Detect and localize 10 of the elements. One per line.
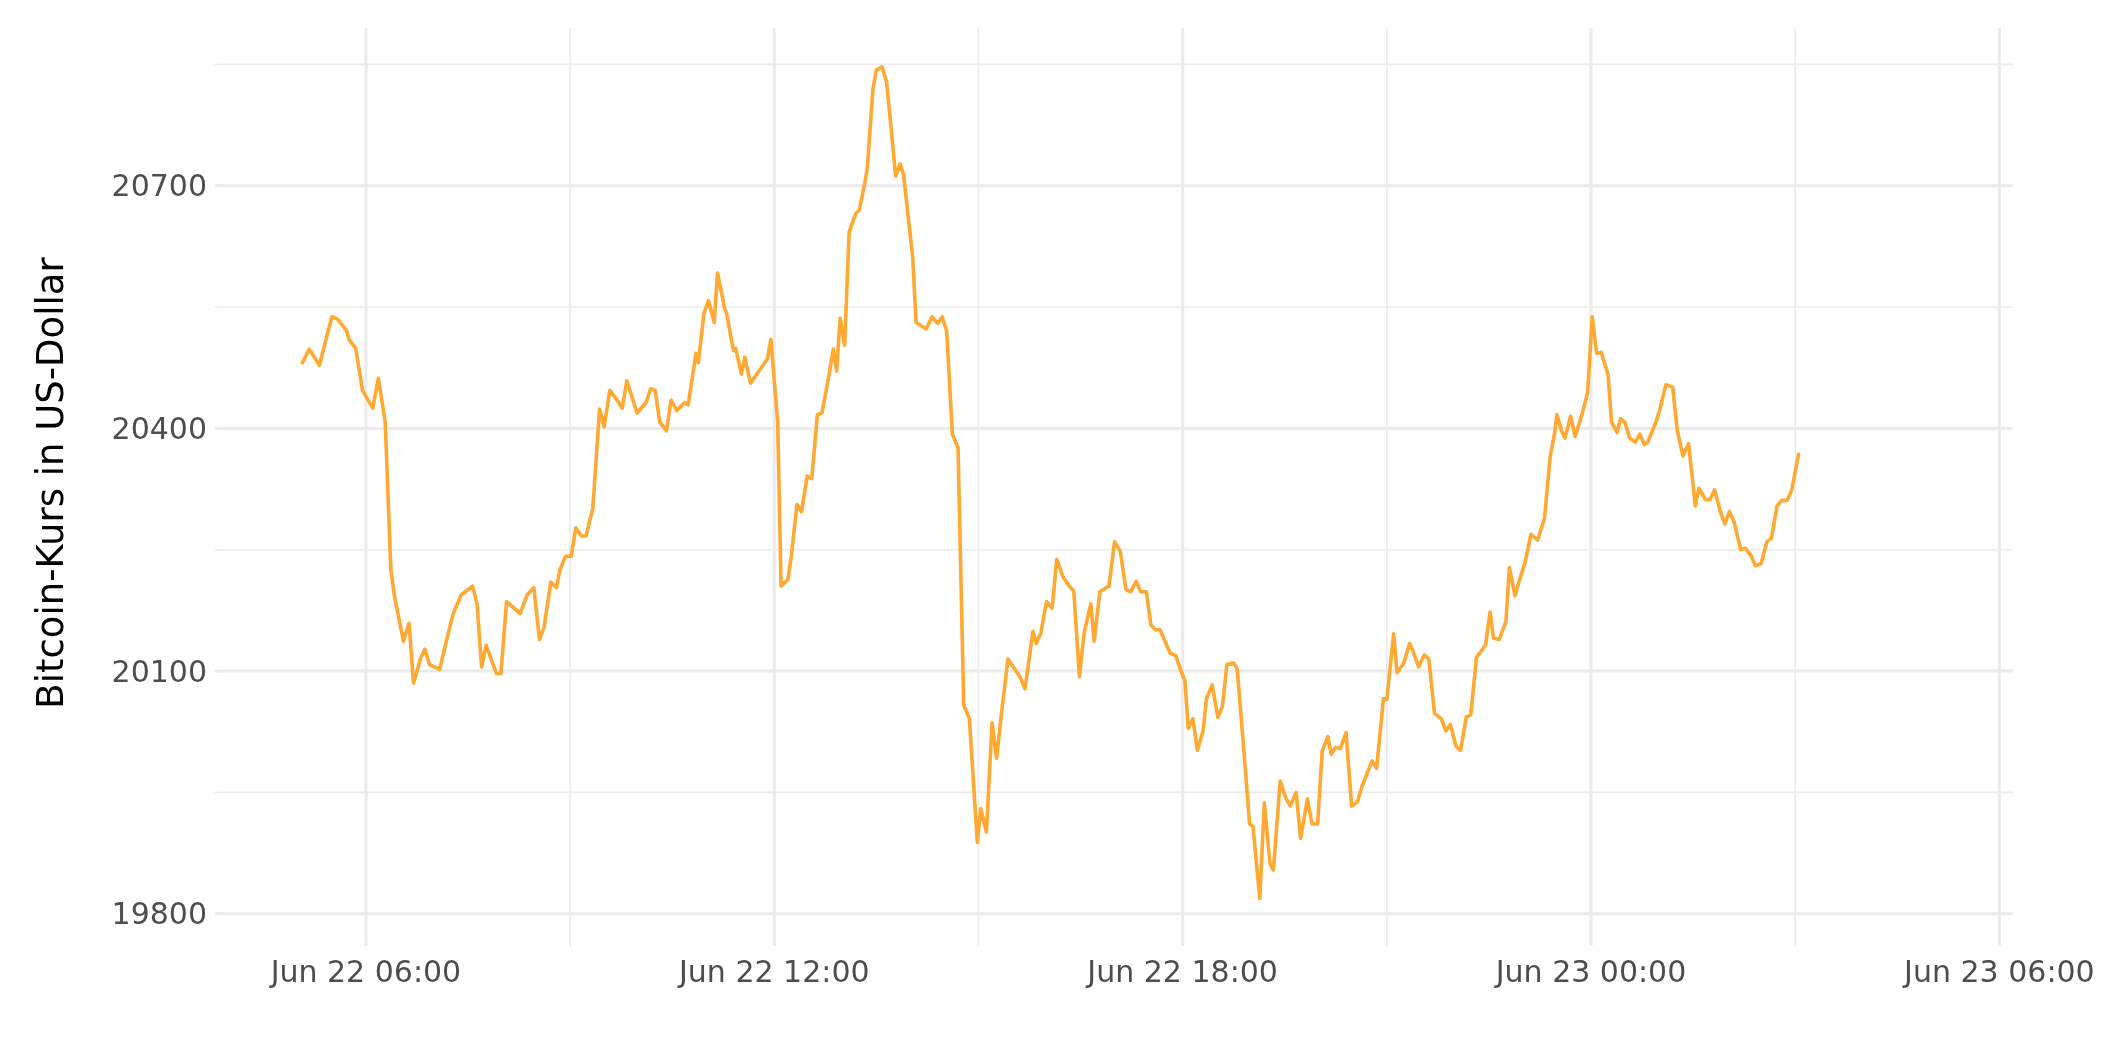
y-tick-label: 20100	[111, 653, 207, 689]
y-axis-title: Bitcoin-Kurs in US-Dollar	[29, 256, 72, 709]
y-tick-label: 20400	[111, 410, 207, 446]
y-tick-label: 19800	[111, 896, 207, 932]
x-tick-label: Jun 22 12:00	[677, 954, 870, 989]
x-tick-label: Jun 22 18:00	[1085, 954, 1278, 989]
x-tick-label: Jun 23 06:00	[1902, 954, 2095, 989]
y-tick-label: 20700	[111, 168, 207, 204]
x-tick-label: Jun 22 06:00	[268, 954, 462, 989]
x-tick-label: Jun 23 00:00	[1493, 954, 1687, 989]
